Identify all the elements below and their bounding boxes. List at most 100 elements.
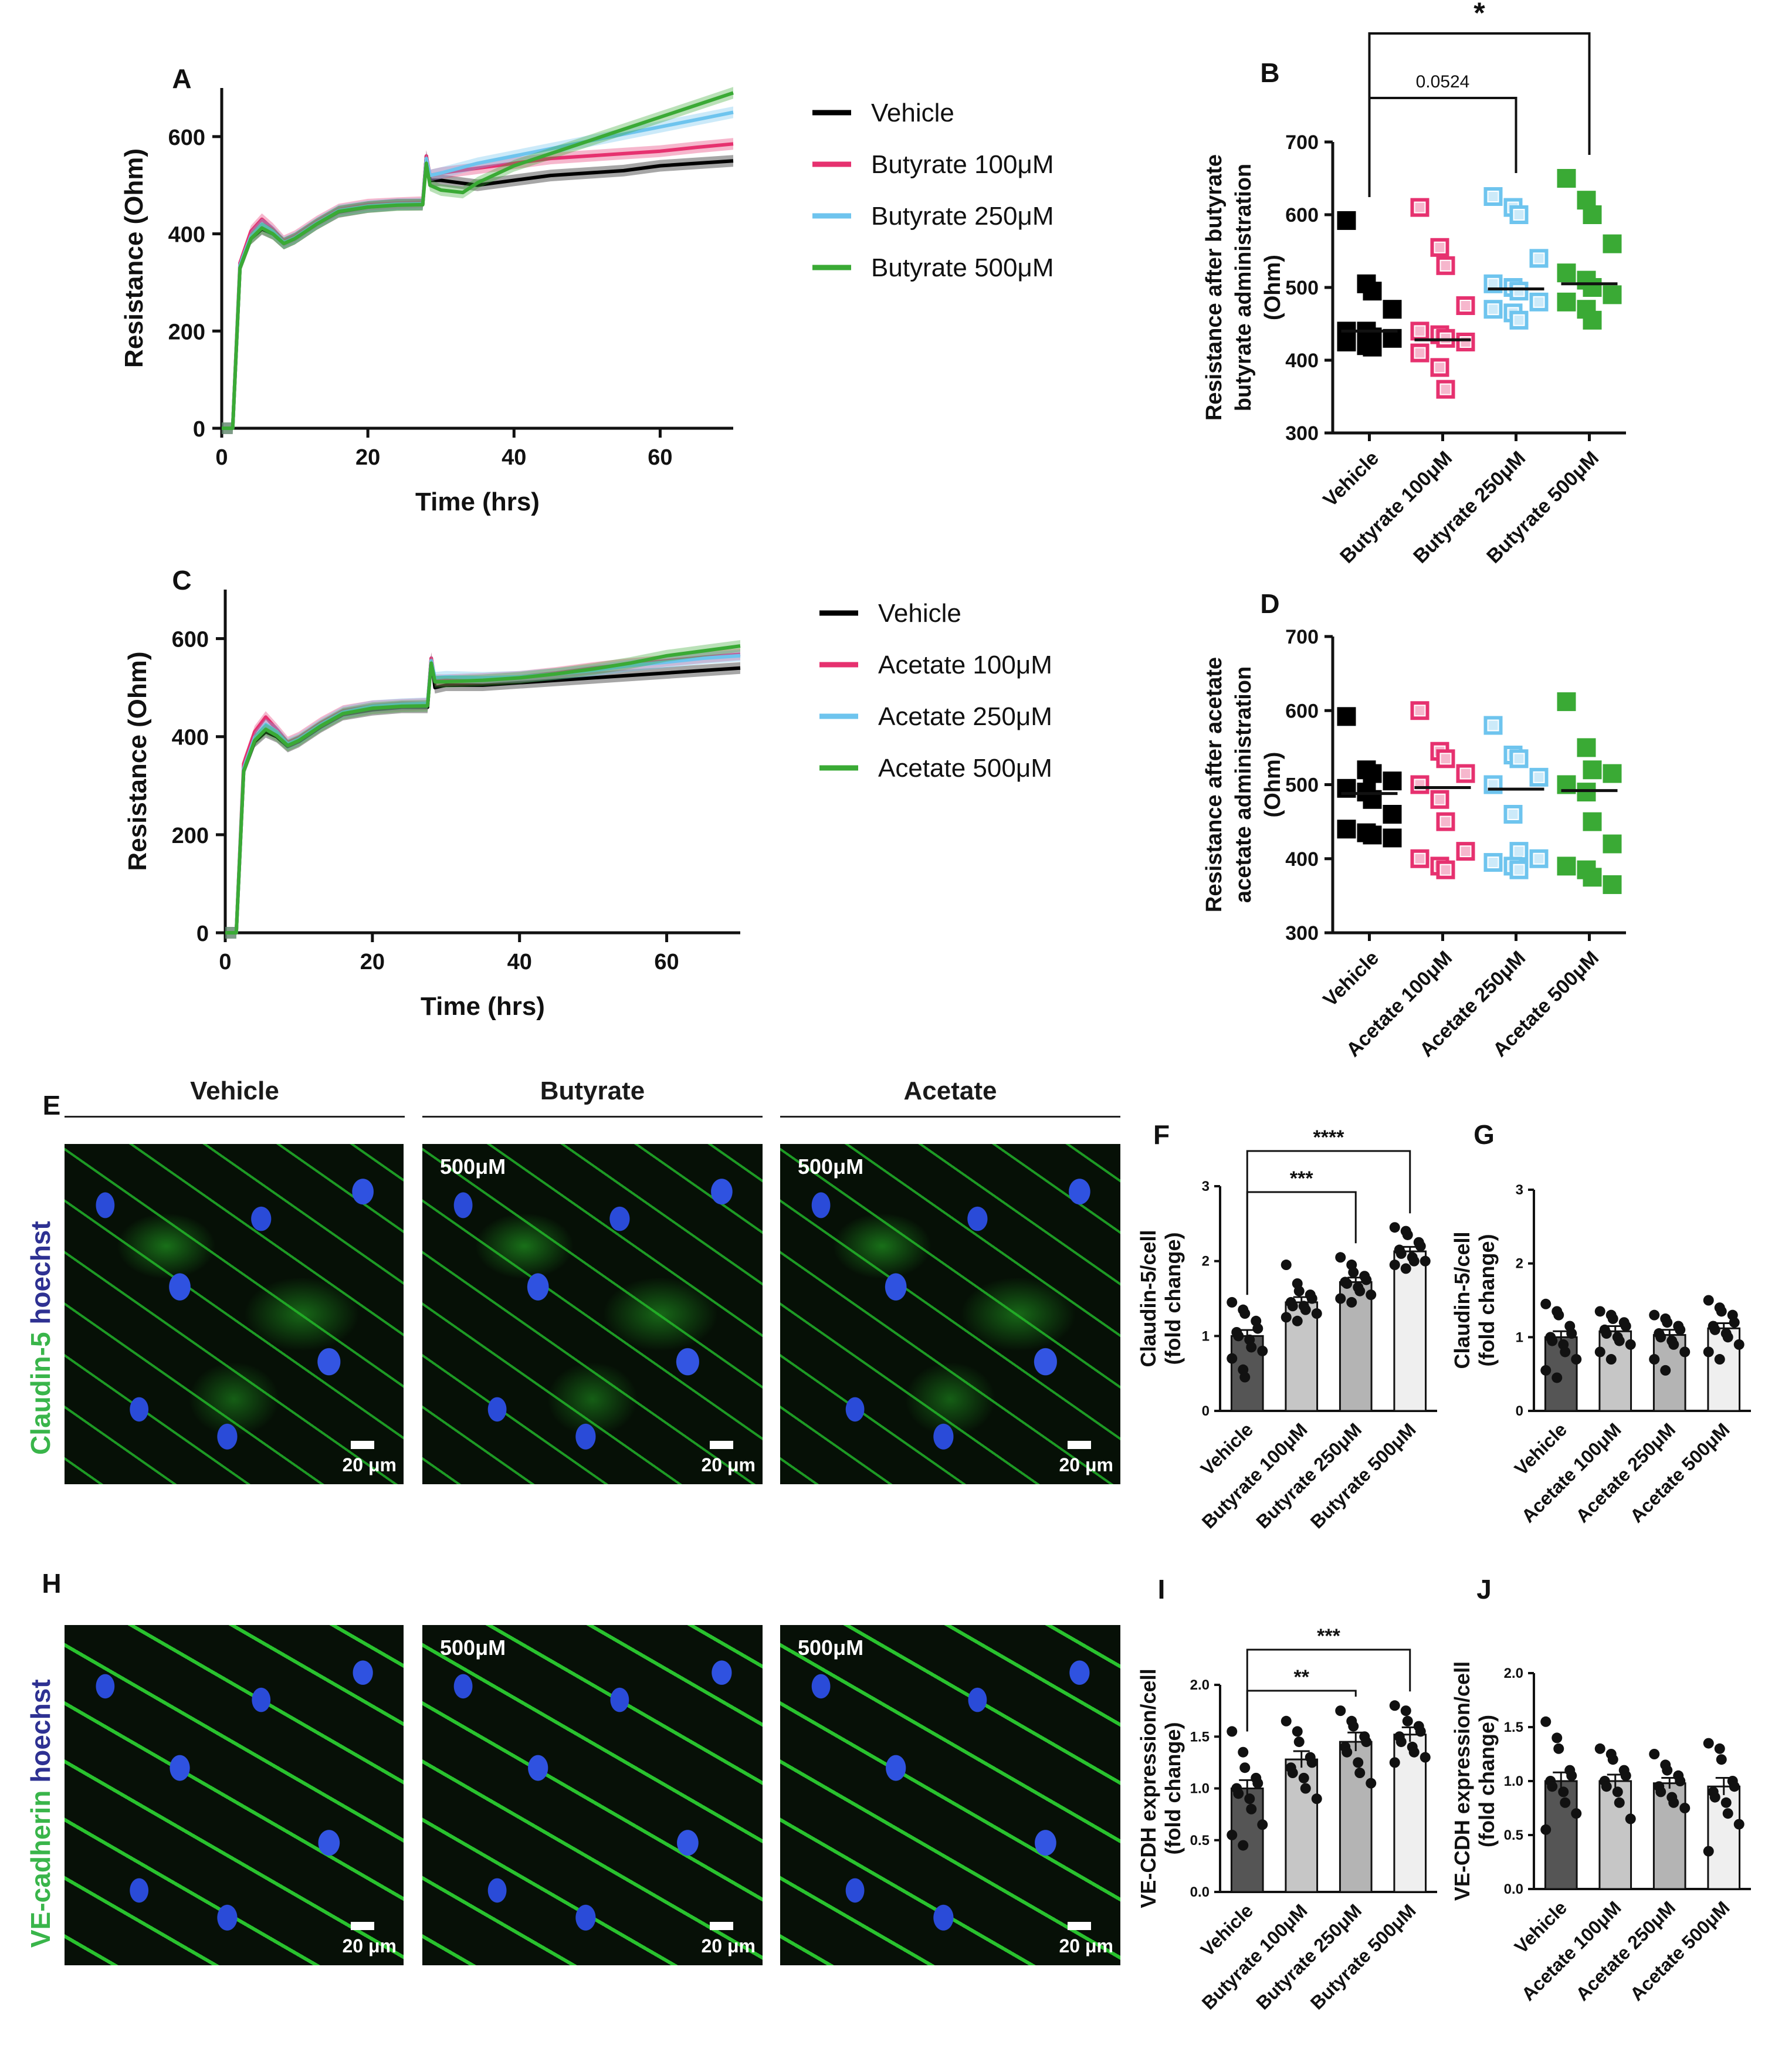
- y-tick-label: 1.5: [1190, 1729, 1210, 1745]
- data-point-fill: [1415, 326, 1425, 336]
- y-axis-label: butyrate administration: [1231, 164, 1256, 411]
- data-point: [1509, 310, 1529, 330]
- data-point: [1679, 1803, 1691, 1813]
- data-point: [1594, 1306, 1605, 1317]
- data-point-fill: [1514, 210, 1524, 219]
- data-point: [1583, 760, 1602, 780]
- x-tick-label: Acetate 500μM: [1626, 1897, 1734, 2005]
- legend-label: Butyrate 100μM: [871, 150, 1054, 179]
- significance-label: ***: [1317, 1625, 1340, 1647]
- y-tick-label: 700: [1285, 626, 1319, 648]
- row-label-claudin: Claudin-5 hoechst: [25, 1221, 56, 1455]
- data-point: [1620, 1770, 1631, 1781]
- bar: [1393, 1734, 1427, 1893]
- data-point: [1335, 1252, 1346, 1263]
- y-tick-label: 500: [1285, 774, 1319, 797]
- series-line: [225, 654, 741, 935]
- data-point: [1583, 812, 1602, 831]
- micrograph-vecadherin-butyrate: 500μM 20 μm: [422, 1625, 763, 1965]
- data-point: [1716, 1754, 1727, 1765]
- bar: [1598, 1780, 1632, 1890]
- column-title-butyrate: Butyrate: [540, 1077, 645, 1105]
- data-point: [1348, 1721, 1359, 1732]
- data-point: [1625, 1339, 1636, 1350]
- data-point-fill: [1415, 348, 1425, 358]
- y-axis-label: Claudin-5/cell: [1450, 1231, 1474, 1369]
- panel-letter-a: A: [172, 63, 191, 94]
- panel-letter-d: D: [1260, 588, 1279, 619]
- data-point-fill: [1534, 297, 1544, 307]
- y-axis-label: VE-CDH expression/cell: [1450, 1661, 1474, 1901]
- data-point: [1547, 1335, 1558, 1346]
- scale-bar: [351, 1441, 374, 1449]
- data-point: [1281, 1312, 1292, 1323]
- data-point: [1716, 1306, 1727, 1317]
- data-point: [1540, 1824, 1552, 1835]
- y-tick-label: 0.0: [1190, 1884, 1210, 1900]
- data-point-fill: [1441, 384, 1451, 394]
- data-point: [1306, 1293, 1317, 1304]
- significance-label: ****: [1313, 1126, 1345, 1149]
- data-point: [1607, 1754, 1618, 1765]
- data-point: [1239, 1762, 1251, 1773]
- y-tick-label: 0: [193, 417, 205, 442]
- data-point: [1402, 1715, 1413, 1727]
- error-band: [222, 150, 733, 434]
- legend-label: Vehicle: [871, 99, 954, 127]
- data-point: [1415, 1726, 1426, 1737]
- data-point: [1366, 1289, 1377, 1301]
- chart-c: 0 200 400 600 0 20 40 60 Time (hrs) Resistance (O…: [123, 590, 1052, 1021]
- data-point: [1733, 1819, 1744, 1830]
- data-point-fill: [1488, 279, 1498, 289]
- data-point: [1239, 1372, 1251, 1383]
- error-band: [225, 652, 740, 939]
- data-point-fill: [1441, 817, 1451, 827]
- data-point: [1560, 1346, 1571, 1358]
- data-point: [1436, 860, 1455, 879]
- data-point: [1733, 1339, 1744, 1350]
- data-point: [1293, 1285, 1305, 1296]
- data-point-fill: [1488, 192, 1498, 201]
- y-tick-label: 400: [1285, 848, 1319, 871]
- data-point: [1456, 764, 1475, 783]
- y-axis-label: Claudin-5/cell: [1136, 1230, 1160, 1367]
- series-line: [222, 91, 734, 430]
- data-point: [1389, 1260, 1400, 1271]
- significance-label: *: [1473, 0, 1485, 29]
- scale-bar: [710, 1441, 733, 1449]
- y-axis-label: Resistance (Ohm): [123, 651, 152, 871]
- data-point: [1668, 1797, 1679, 1808]
- x-tick-label: 20: [355, 445, 380, 470]
- data-point-fill: [1514, 865, 1524, 875]
- y-tick-label: 700: [1285, 131, 1319, 154]
- data-point: [1540, 1298, 1552, 1309]
- dose-label: 500μM: [798, 1155, 864, 1179]
- data-point: [1335, 1705, 1346, 1717]
- data-point: [1342, 1746, 1353, 1758]
- data-point-fill: [1488, 304, 1498, 314]
- y-tick-label: 2: [1202, 1254, 1210, 1270]
- y-tick-label: 300: [1285, 922, 1319, 945]
- data-point: [1509, 749, 1529, 769]
- scale-label: 20 μm: [1059, 1935, 1113, 1956]
- scale-label: 20 μm: [342, 1935, 397, 1956]
- data-point: [1709, 1324, 1720, 1335]
- data-point: [1553, 1743, 1564, 1754]
- x-tick-label: 0: [219, 950, 231, 974]
- data-point-fill: [1461, 769, 1471, 778]
- data-point: [1552, 1372, 1563, 1383]
- data-point: [1335, 1293, 1346, 1304]
- data-point-fill: [1488, 858, 1498, 868]
- data-point-fill: [1488, 720, 1498, 730]
- data-point: [1363, 825, 1382, 845]
- x-tick-label: 0: [215, 445, 228, 470]
- data-point-fill: [1508, 810, 1518, 819]
- data-point: [1400, 1705, 1411, 1717]
- data-point: [1246, 1803, 1257, 1815]
- data-point: [1395, 1736, 1407, 1748]
- legend-label: Butyrate 500μM: [871, 253, 1054, 282]
- data-point: [1577, 783, 1596, 802]
- data-point-fill: [1441, 754, 1451, 764]
- y-tick-label: 400: [1285, 350, 1319, 372]
